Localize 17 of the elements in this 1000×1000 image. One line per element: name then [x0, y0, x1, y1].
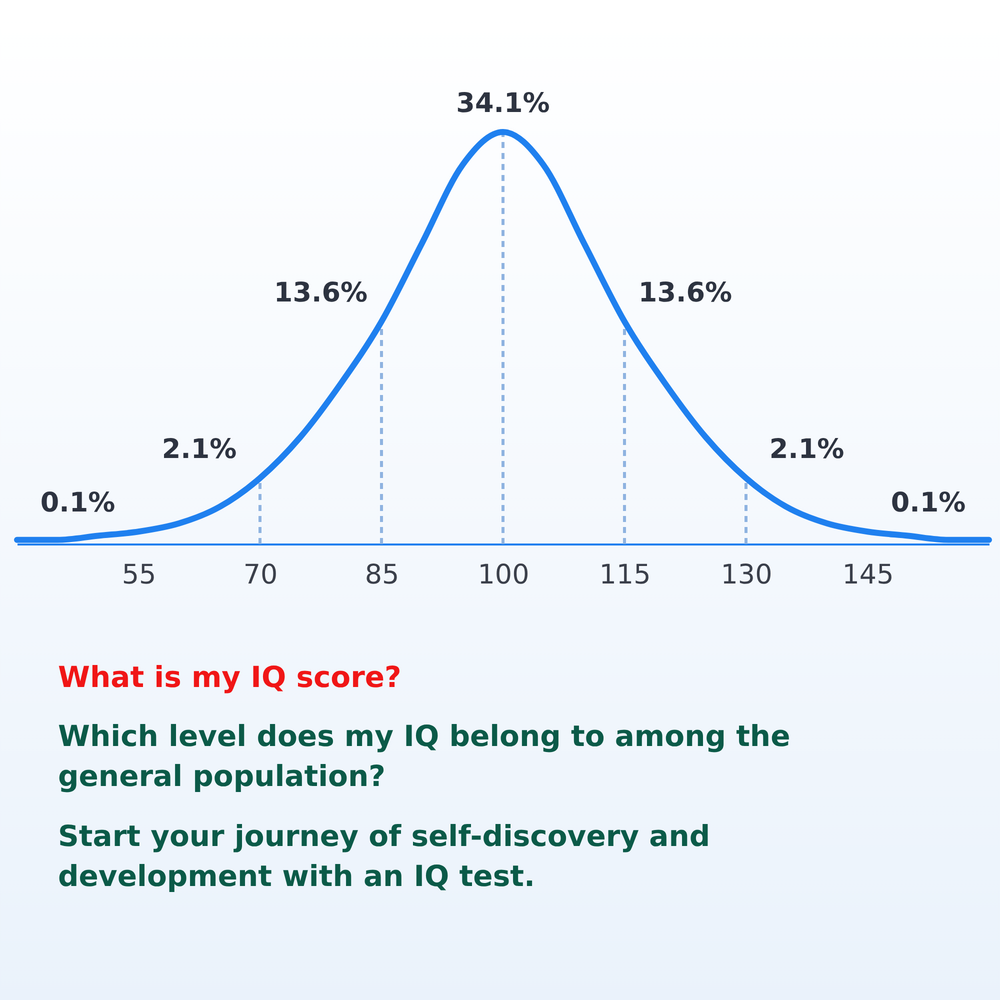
annotation: 2.1%	[769, 434, 844, 466]
x-tick-label: 130	[720, 560, 772, 590]
x-tick-label: 115	[599, 560, 651, 590]
text: What is my IQ score?	[58, 660, 402, 694]
x-tick-label: 145	[842, 560, 894, 590]
annotation: 0.1%	[40, 488, 116, 519]
text: 34.1%	[456, 88, 550, 119]
annotation: 0.1%	[890, 488, 966, 519]
x-tick-label: 100	[478, 560, 530, 590]
x-tick-label: 55	[122, 560, 156, 590]
x-tick-label: 70	[243, 560, 278, 590]
text: Start your journey of self-discovery and development with an IQ test.	[58, 818, 712, 895]
annotation: 13.6%	[274, 278, 368, 309]
text: Which level does my IQ belong to among the general population?	[58, 718, 792, 795]
annotation: 2.1%	[162, 434, 237, 466]
x-tick-label: 85	[364, 560, 400, 590]
annotation: 13.6%	[638, 278, 732, 309]
